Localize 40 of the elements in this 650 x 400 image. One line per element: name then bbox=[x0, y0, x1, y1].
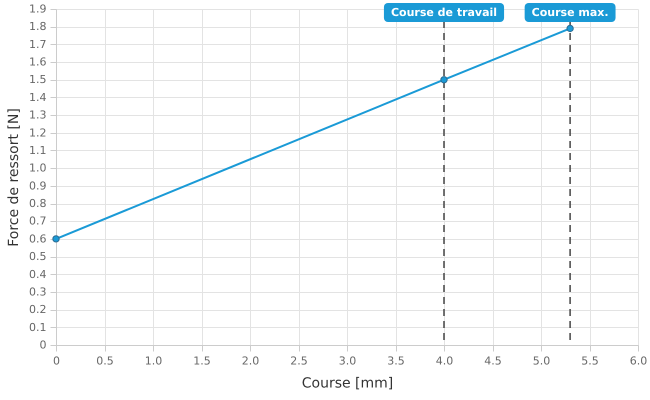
x-tick-label: 2.0 bbox=[242, 354, 260, 368]
y-tick-label: 0.6 bbox=[29, 232, 46, 246]
y-tick-label: 0.7 bbox=[29, 214, 46, 228]
y-tick-label: 0.5 bbox=[29, 250, 46, 264]
y-tick-label: 1.4 bbox=[29, 90, 46, 104]
x-tick-label: 2.5 bbox=[290, 354, 308, 368]
x-tick-label: 1.5 bbox=[193, 354, 211, 368]
y-tick-label: 1.8 bbox=[29, 20, 46, 34]
point bbox=[440, 76, 448, 84]
x-tick-label: 3.0 bbox=[338, 354, 356, 368]
x-tick-label: 4.0 bbox=[436, 354, 454, 368]
y-tick-label: 1.2 bbox=[29, 126, 46, 140]
y-tick-label: 0.2 bbox=[29, 303, 46, 316]
x-tick-label: 5.0 bbox=[532, 354, 550, 368]
x-tick-label: 4.5 bbox=[484, 354, 502, 368]
y-tick-label: 1.9 bbox=[29, 2, 46, 16]
point bbox=[52, 235, 60, 243]
y-tick-label: 1.3 bbox=[29, 108, 46, 122]
x-tick-label: 6.0 bbox=[630, 354, 648, 368]
y-tick-label: 0.4 bbox=[29, 268, 46, 281]
y-tick-label: 0.8 bbox=[29, 197, 46, 210]
x-tick-label: 0 bbox=[53, 354, 60, 368]
y-tick-label: 0 bbox=[40, 338, 46, 352]
ref-line-label: Course max. bbox=[532, 6, 609, 19]
y-tick-label: 1.0 bbox=[29, 162, 46, 175]
y-tick-label: 1.1 bbox=[29, 144, 46, 157]
x-tick-label: 5.5 bbox=[581, 354, 599, 368]
y-tick-label: 0.1 bbox=[29, 320, 46, 334]
x-tick-label: 1.0 bbox=[144, 354, 162, 368]
y-tick-label: 1.5 bbox=[29, 73, 46, 86]
y-axis-title: Force de ressort [N] bbox=[6, 108, 22, 247]
y-tick-label: 0.9 bbox=[29, 179, 46, 192]
x-axis-title: Course [mm] bbox=[302, 376, 394, 392]
point bbox=[566, 24, 574, 32]
y-tick-label: 1.7 bbox=[29, 38, 46, 51]
x-tick-label: 3.5 bbox=[387, 354, 405, 368]
y-tick-label: 0.3 bbox=[29, 285, 46, 298]
y-tick-label: 1.6 bbox=[29, 56, 46, 69]
ref-line-label: Course de travail bbox=[390, 6, 498, 19]
x-tick-label: 0.5 bbox=[96, 354, 114, 368]
